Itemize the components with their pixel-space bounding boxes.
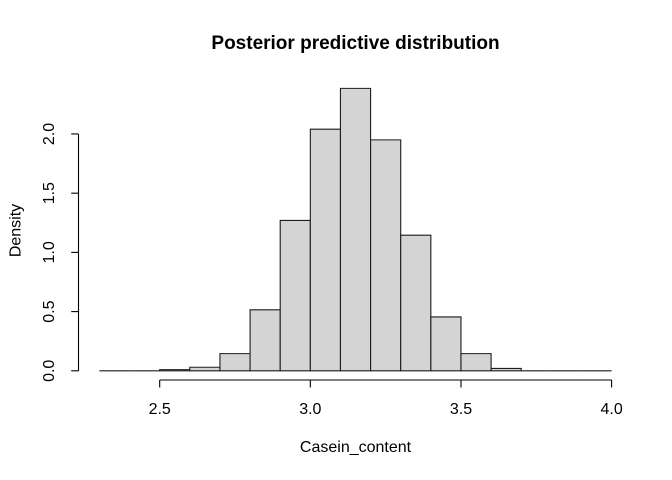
histogram-bar — [460, 353, 492, 372]
histogram-bar — [309, 128, 342, 372]
x-tick-label: 3.0 — [299, 401, 321, 418]
plot-title: Posterior predictive distribution — [211, 33, 499, 54]
histogram-bar — [279, 219, 311, 372]
y-axis: 0.0 0.5 1.0 1.5 2.0 — [41, 123, 80, 382]
y-tick-label: 1.5 — [41, 182, 58, 204]
histogram-bar — [490, 367, 522, 372]
histogram-bar — [159, 369, 191, 372]
x-axis-label: Casein_content — [300, 439, 412, 456]
histogram-bar — [219, 353, 251, 372]
histogram-bar — [189, 366, 221, 372]
histogram-bar — [430, 316, 462, 372]
y-tick-label: 1.0 — [41, 241, 58, 263]
histogram-bars — [99, 87, 612, 372]
x-axis: 2.5 3.0 3.5 4.0 — [149, 379, 623, 418]
histogram-bar — [339, 87, 372, 372]
y-tick-label: 0.0 — [41, 360, 58, 382]
histogram-bar — [400, 234, 432, 372]
x-tick-label: 3.5 — [450, 401, 472, 418]
y-axis-label: Density — [8, 204, 25, 257]
y-tick-label: 2.0 — [41, 123, 58, 145]
x-tick-label: 4.0 — [600, 401, 622, 418]
x-tick-label: 2.5 — [149, 401, 171, 418]
y-tick-label: 0.5 — [41, 300, 58, 322]
histogram-bar — [249, 309, 281, 372]
histogram-bar — [370, 139, 402, 372]
